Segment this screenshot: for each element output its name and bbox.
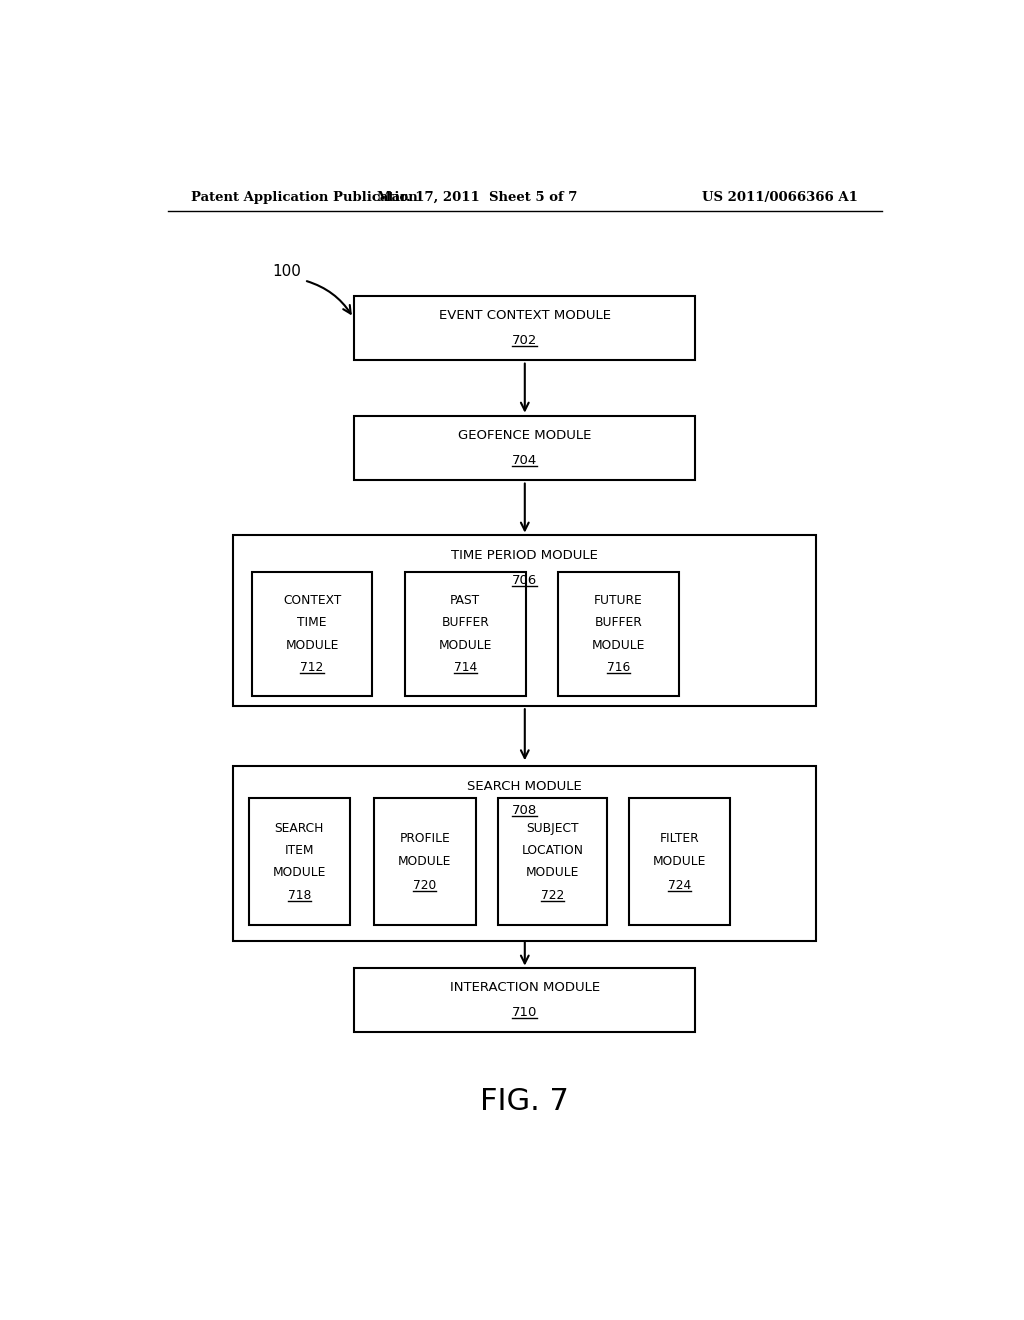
Text: TIME: TIME (297, 616, 327, 630)
Text: MODULE: MODULE (398, 855, 452, 869)
Text: MODULE: MODULE (286, 639, 339, 652)
Text: SEARCH MODULE: SEARCH MODULE (467, 780, 583, 793)
Text: MODULE: MODULE (592, 639, 645, 652)
Text: 704: 704 (512, 454, 538, 467)
Text: FILTER: FILTER (659, 832, 699, 845)
Bar (233, 536, 816, 706)
Bar (354, 416, 695, 480)
Text: FUTURE: FUTURE (594, 594, 643, 607)
Bar (629, 799, 730, 925)
Text: 714: 714 (454, 661, 477, 675)
Text: MODULE: MODULE (438, 639, 492, 652)
Text: FIG. 7: FIG. 7 (480, 1088, 569, 1117)
Text: MODULE: MODULE (526, 866, 580, 879)
Text: 706: 706 (512, 574, 538, 586)
Text: 718: 718 (288, 888, 311, 902)
Text: SEARCH: SEARCH (274, 822, 325, 834)
Text: 724: 724 (668, 879, 691, 891)
Text: CONTEXT: CONTEXT (283, 594, 341, 607)
Text: SUBJECT: SUBJECT (526, 822, 579, 834)
Text: Patent Application Publication: Patent Application Publication (191, 190, 418, 203)
Bar (498, 799, 607, 925)
Text: BUFFER: BUFFER (595, 616, 642, 630)
Text: 710: 710 (512, 1006, 538, 1019)
Text: BUFFER: BUFFER (441, 616, 489, 630)
Bar (354, 296, 695, 360)
Text: MODULE: MODULE (272, 866, 326, 879)
Bar (252, 572, 373, 696)
Text: 702: 702 (512, 334, 538, 347)
Text: 722: 722 (541, 888, 564, 902)
Text: PROFILE: PROFILE (399, 832, 451, 845)
Bar (374, 799, 475, 925)
Text: MODULE: MODULE (653, 855, 707, 869)
Text: US 2011/0066366 A1: US 2011/0066366 A1 (702, 190, 858, 203)
Bar (354, 968, 695, 1032)
Text: 716: 716 (607, 661, 630, 675)
Text: 712: 712 (300, 661, 324, 675)
Text: 720: 720 (413, 879, 436, 891)
Text: GEOFENCE MODULE: GEOFENCE MODULE (458, 429, 592, 442)
Text: PAST: PAST (451, 594, 480, 607)
Text: INTERACTION MODULE: INTERACTION MODULE (450, 981, 600, 994)
Text: EVENT CONTEXT MODULE: EVENT CONTEXT MODULE (439, 309, 610, 322)
Text: Mar. 17, 2011  Sheet 5 of 7: Mar. 17, 2011 Sheet 5 of 7 (377, 190, 578, 203)
Text: TIME PERIOD MODULE: TIME PERIOD MODULE (452, 549, 598, 562)
Text: ITEM: ITEM (285, 843, 314, 857)
Bar (249, 799, 350, 925)
Bar (233, 766, 816, 941)
Text: 100: 100 (272, 264, 301, 279)
Text: 708: 708 (512, 804, 538, 817)
Text: LOCATION: LOCATION (521, 843, 584, 857)
Bar (558, 572, 679, 696)
Bar (404, 572, 525, 696)
